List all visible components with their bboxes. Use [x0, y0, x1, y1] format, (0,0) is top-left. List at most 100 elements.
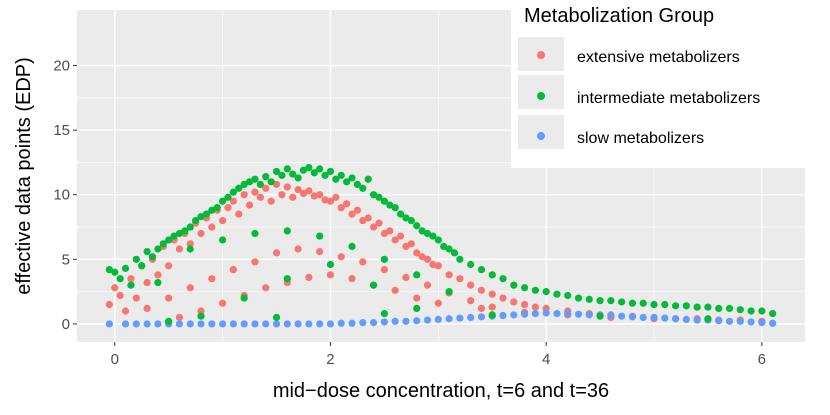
point-extensive	[445, 271, 453, 279]
point-extensive	[121, 307, 130, 315]
point-extensive	[154, 271, 162, 279]
point-intermediate	[396, 210, 405, 218]
point-intermediate	[499, 275, 507, 283]
point-intermediate	[310, 169, 318, 177]
point-slow	[618, 312, 626, 320]
point-extensive	[520, 300, 529, 309]
point-intermediate	[294, 174, 302, 182]
point-slow	[283, 320, 291, 328]
point-intermediate	[165, 236, 173, 244]
legend-key-slow	[537, 132, 545, 140]
point-extensive	[262, 184, 270, 192]
point-extensive	[143, 278, 151, 287]
point-intermediate	[197, 213, 205, 221]
point-intermediate	[618, 298, 626, 306]
point-intermediate	[704, 303, 712, 311]
point-intermediate	[326, 260, 335, 269]
point-intermediate	[467, 260, 475, 269]
point-intermediate	[121, 264, 130, 272]
point-extensive	[262, 284, 270, 292]
point-slow	[693, 316, 701, 324]
point-slow	[607, 311, 615, 320]
point-intermediate	[423, 229, 432, 238]
point-extensive	[434, 262, 442, 270]
point-intermediate	[386, 201, 394, 209]
point-intermediate	[418, 227, 426, 235]
legend-label-intermediate: intermediate metabolizers	[577, 90, 760, 107]
point-extensive	[326, 197, 335, 205]
point-slow	[564, 309, 572, 318]
point-extensive	[256, 193, 264, 201]
point-intermediate	[407, 216, 415, 225]
point-extensive	[224, 204, 232, 212]
point-slow	[456, 314, 464, 322]
point-intermediate	[299, 166, 308, 174]
point-slow	[423, 316, 432, 324]
point-slow	[402, 317, 410, 325]
point-slow	[628, 313, 637, 321]
point-slow	[499, 311, 507, 320]
point-intermediate	[148, 253, 157, 261]
point-slow	[467, 313, 475, 322]
point-intermediate	[353, 180, 362, 188]
point-intermediate	[413, 222, 421, 230]
point-intermediate	[380, 309, 388, 318]
point-intermediate	[316, 232, 324, 240]
point-extensive	[375, 219, 383, 227]
point-intermediate	[116, 275, 124, 283]
point-extensive	[208, 223, 216, 231]
y-tick-label: 5	[62, 251, 70, 268]
point-extensive	[127, 275, 135, 283]
point-extensive	[294, 185, 302, 194]
point-slow	[240, 320, 248, 328]
point-extensive	[219, 299, 227, 307]
point-intermediate	[337, 171, 345, 179]
point-extensive	[143, 304, 151, 313]
point-intermediate	[769, 309, 777, 318]
point-extensive	[278, 191, 286, 199]
point-intermediate	[391, 204, 399, 212]
point-slow	[715, 317, 723, 325]
point-slow	[208, 320, 216, 328]
point-intermediate	[111, 268, 119, 276]
point-intermediate	[256, 180, 264, 188]
point-intermediate	[289, 170, 297, 178]
point-extensive	[380, 266, 388, 274]
point-extensive	[337, 253, 345, 261]
point-slow	[262, 320, 270, 328]
legend-key-extensive	[537, 51, 545, 59]
point-intermediate	[445, 245, 453, 253]
point-intermediate	[607, 297, 615, 305]
point-intermediate	[251, 229, 259, 238]
point-extensive	[423, 255, 432, 263]
point-extensive	[299, 189, 308, 198]
point-slow	[186, 320, 194, 328]
point-intermediate	[440, 242, 448, 251]
point-extensive	[477, 286, 486, 294]
point-intermediate	[434, 236, 442, 244]
data-points	[105, 164, 777, 328]
point-extensive	[386, 227, 394, 235]
point-intermediate	[326, 167, 335, 176]
point-intermediate	[413, 304, 421, 313]
point-extensive	[434, 299, 442, 307]
legend-label-slow: slow metabolizers	[577, 130, 704, 147]
point-extensive	[316, 191, 324, 199]
point-intermediate	[202, 210, 211, 218]
point-slow	[477, 313, 486, 321]
point-extensive	[391, 286, 399, 294]
point-slow	[154, 320, 162, 328]
point-intermediate	[213, 204, 221, 212]
point-intermediate	[671, 302, 680, 310]
point-extensive	[219, 216, 227, 225]
point-slow	[736, 317, 744, 325]
point-extensive	[165, 294, 173, 302]
point-intermediate	[456, 255, 464, 263]
point-intermediate	[488, 311, 496, 319]
point-extensive	[364, 214, 372, 222]
point-intermediate	[450, 249, 459, 257]
point-intermediate	[542, 288, 550, 296]
point-intermediate	[682, 302, 690, 310]
point-intermediate	[413, 271, 421, 279]
legend-title: Metabolization Group	[524, 5, 714, 27]
